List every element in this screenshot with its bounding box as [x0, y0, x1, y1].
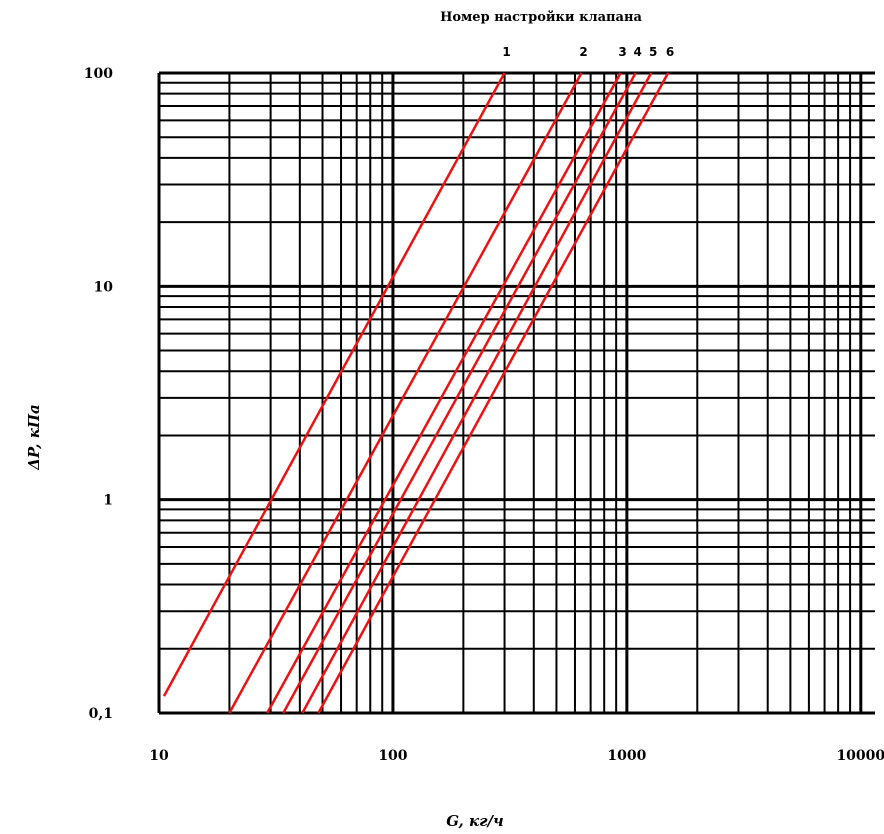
- series-line-1: [162, 72, 506, 697]
- y-axis-label: ΔP, кПа: [25, 404, 43, 470]
- y-tick-label: 10: [94, 279, 114, 295]
- series-label-2: 2: [579, 45, 587, 59]
- series-label-5: 5: [649, 45, 657, 59]
- series-line-3: [266, 72, 622, 714]
- y-tick-labels: 0,1 1 10 100: [84, 66, 113, 722]
- y-tick-label: 0,1: [89, 706, 113, 722]
- series-line-4: [282, 72, 637, 714]
- series-line-6: [317, 72, 670, 714]
- y-tick-label: 1: [103, 493, 113, 509]
- series-line-5: [301, 72, 653, 714]
- chart-title: Номер настройки клапана: [440, 10, 642, 25]
- grid: [157, 71, 875, 715]
- x-tick-label: 100: [378, 748, 407, 764]
- x-tick-label: 10: [149, 748, 169, 764]
- series-lines: [162, 72, 670, 714]
- y-tick-label: 100: [84, 66, 113, 82]
- series-label-6: 6: [666, 45, 674, 59]
- series-line-2: [228, 72, 583, 714]
- series-label-3: 3: [618, 45, 626, 59]
- x-tick-label: 10000: [836, 748, 884, 764]
- x-tick-labels: 10 100 1000 10000: [149, 748, 884, 764]
- x-axis-label: G, кг/ч: [446, 812, 504, 830]
- x-tick-label: 1000: [607, 748, 646, 764]
- series-label-1: 1: [502, 45, 510, 59]
- series-label-4: 4: [633, 45, 641, 59]
